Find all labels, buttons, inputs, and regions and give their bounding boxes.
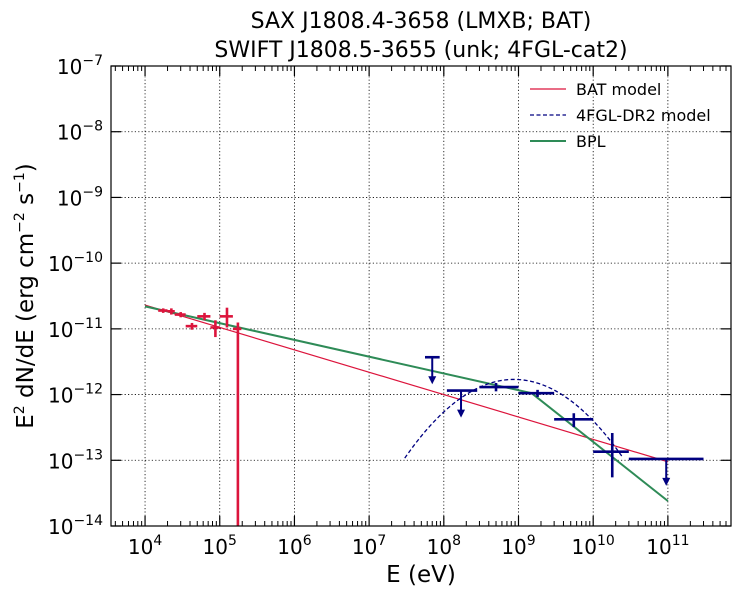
upper-limit-arrow	[457, 409, 466, 418]
chart-title-line-2: SWIFT J1808.5-3655 (unk; 4FGL-cat2)	[214, 38, 627, 63]
fermi-upper-limit	[446, 389, 478, 418]
bat-data-point	[197, 312, 211, 321]
axis-ticks: 104 105 106 107 108 109 1010 1011 10−14 10−13 10−1…	[48, 53, 731, 559]
bat-data-point	[210, 320, 220, 338]
fermi-data-point	[593, 433, 629, 478]
legend-label-bpl: BPL	[576, 132, 606, 151]
legend-label-bat-model: BAT model	[576, 80, 661, 99]
bat-data-point	[174, 312, 186, 318]
legend-label-4fgl-model: 4FGL-DR2 model	[576, 106, 711, 125]
fermi-data-point	[518, 389, 555, 397]
y-tick-label: 10−13	[48, 447, 103, 473]
fermi-model-curve	[404, 378, 624, 459]
y-axis-label: E2 dN/dE (erg cm−2 s−1)	[12, 163, 39, 428]
bat-data-point	[232, 322, 242, 526]
upper-limit-arrow	[662, 477, 671, 486]
bat-data-point	[167, 308, 175, 315]
x-tick-label: 105	[203, 533, 237, 559]
y-tick-label: 10−12	[48, 382, 103, 408]
y-tick-label: 10−8	[57, 119, 103, 145]
y-tick-label: 10−10	[48, 250, 103, 276]
bat-data-point	[158, 308, 168, 313]
y-tick-label: 10−9	[57, 184, 103, 210]
chart-title-line-1: SAX J1808.4-3658 (LMXB; BAT)	[251, 9, 592, 34]
legend: BAT model 4FGL-DR2 model BPL	[530, 80, 711, 151]
fermi-data-point	[554, 413, 594, 428]
y-tick-label: 10−11	[48, 316, 103, 342]
x-tick-label: 108	[427, 533, 461, 559]
x-tick-label: 1010	[572, 533, 615, 559]
y-tick-label: 10−14	[48, 513, 103, 539]
bat-data-point	[219, 307, 233, 328]
plot-area	[144, 304, 704, 526]
x-tick-label: 107	[352, 533, 386, 559]
fermi-upper-limit	[425, 355, 440, 385]
fermi-upper-limit	[628, 457, 704, 486]
bat-data-point	[185, 322, 198, 330]
y-tick-label: 10−7	[57, 53, 103, 79]
fermi-data-point	[479, 382, 519, 392]
x-tick-label: 1011	[646, 533, 689, 559]
x-axis-label: E (eV)	[386, 562, 456, 588]
x-tick-label: 109	[501, 533, 535, 559]
bat-model-line	[144, 304, 669, 463]
upper-limit-arrow	[428, 376, 437, 385]
x-tick-label: 104	[128, 533, 162, 559]
x-tick-label: 106	[277, 533, 311, 559]
